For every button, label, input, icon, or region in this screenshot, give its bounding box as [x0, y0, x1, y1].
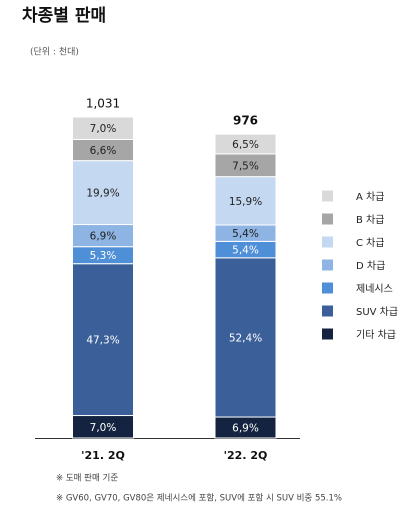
bar-segment — [72, 116, 134, 140]
legend-swatch — [322, 190, 333, 202]
legend-label: A 차급 — [356, 191, 384, 203]
x-tick-label: '21. 2Q — [81, 449, 125, 462]
legend-swatch — [322, 328, 333, 340]
legend-swatch — [322, 282, 333, 294]
legend-swatch — [322, 236, 333, 248]
legend-swatch — [322, 305, 333, 317]
segment-label: 47,3% — [86, 335, 119, 347]
footnote: ※ GV60, GV70, GV80은 제네시스에 포함, SUV에 포함 시 … — [56, 494, 342, 504]
legend-label: B 차급 — [356, 214, 384, 226]
footnote: ※ 도매 판매 기준 — [56, 474, 118, 484]
total-label: 1,031 — [86, 97, 120, 111]
bar-segment — [214, 176, 277, 226]
legend-label: C 차급 — [356, 237, 385, 249]
segment-label: 6,5% — [232, 139, 259, 151]
bar-segment — [214, 133, 277, 155]
segment-label: 6,9% — [90, 231, 117, 243]
bar-segment — [72, 160, 134, 226]
legend-label: D 차급 — [356, 260, 385, 272]
bar-segment — [214, 257, 277, 418]
total-label: 976 — [233, 114, 258, 128]
segment-label: 5,4% — [232, 228, 259, 240]
unit-label: (단위 : 천대) — [30, 47, 79, 58]
segment-label: 7,0% — [90, 123, 117, 135]
segment-label: 19,9% — [86, 188, 119, 200]
chart-title: 차종별 판매 — [22, 6, 106, 26]
segment-label: 15,9% — [229, 196, 262, 208]
legend-label: 제네시스 — [356, 283, 393, 295]
segment-label: 5,4% — [232, 245, 259, 257]
segment-label: 52,4% — [229, 332, 262, 344]
bar-segment — [72, 263, 134, 417]
legend-swatch — [322, 259, 333, 271]
segment-label: 5,3% — [90, 250, 117, 262]
legend-swatch — [322, 213, 333, 225]
segment-label: 6,9% — [232, 423, 259, 435]
segment-label: 7,0% — [90, 422, 117, 434]
segment-label: 6,6% — [90, 145, 117, 157]
x-tick-label: '22. 2Q — [224, 449, 268, 462]
legend-label: 기타 차급 — [356, 329, 396, 341]
legend-label: SUV 차급 — [356, 306, 398, 318]
segment-label: 7,5% — [232, 160, 259, 172]
